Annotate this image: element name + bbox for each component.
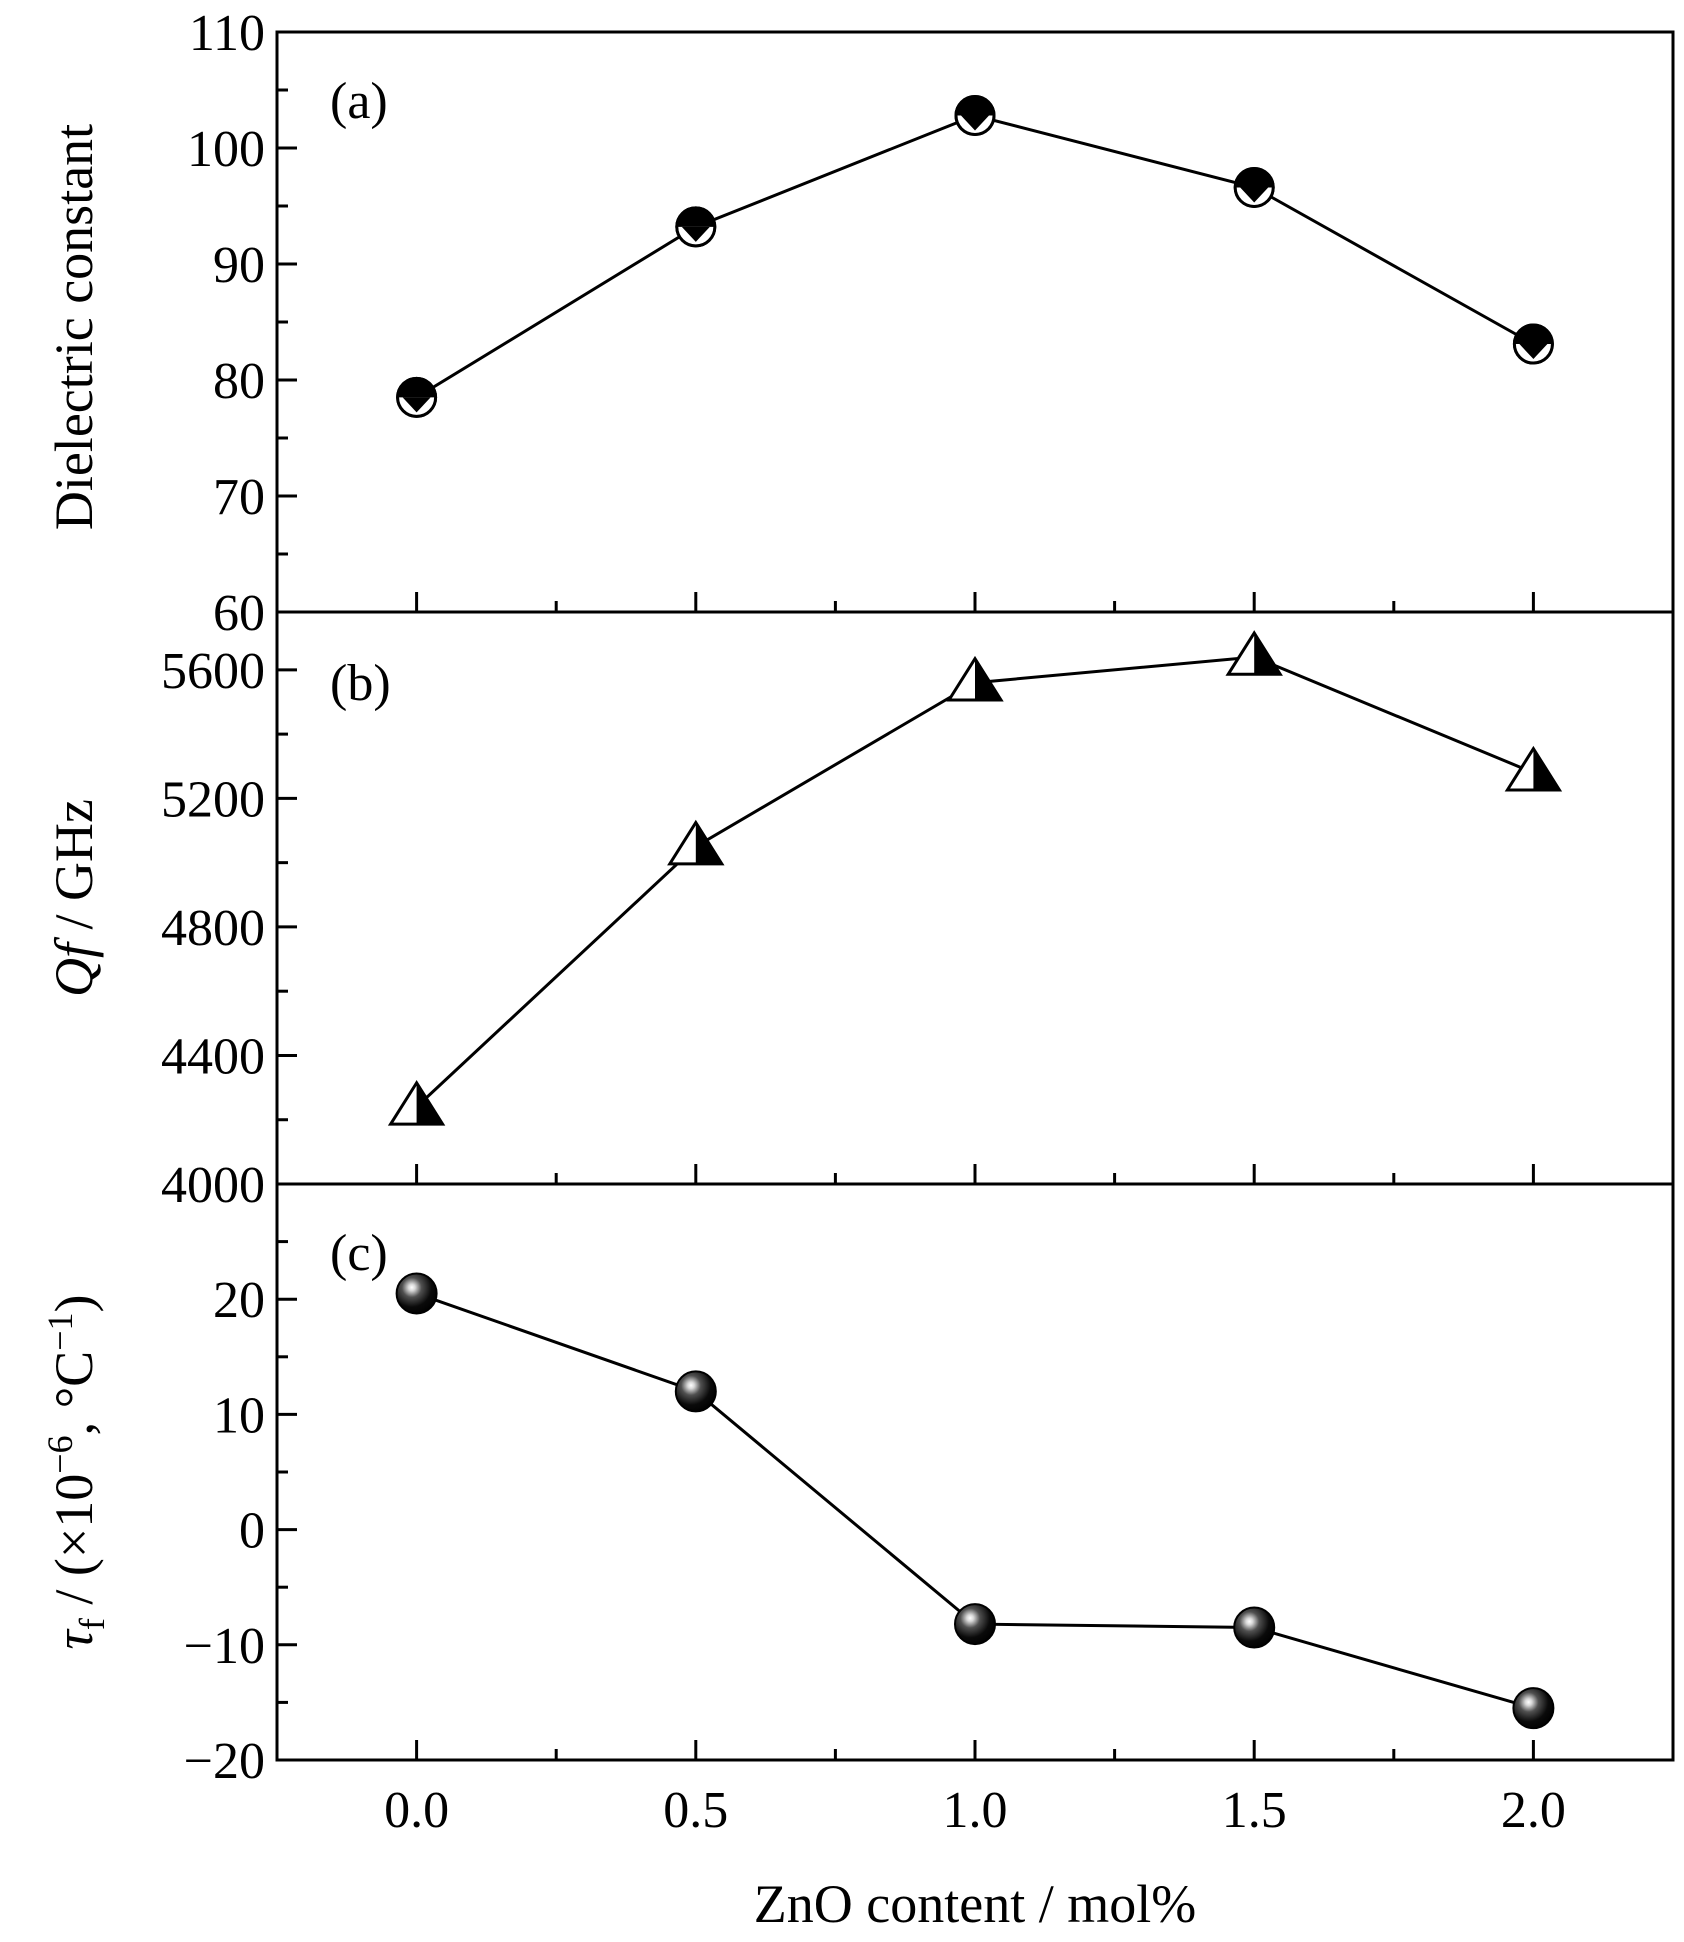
panel-c-y-tick-label: 20 <box>213 1272 265 1329</box>
panel-b-y-tick-label: 4400 <box>161 1028 265 1085</box>
panel-c-y-axis-title-subscript: f <box>72 1618 112 1630</box>
panel-b-label: (b) <box>330 655 391 712</box>
x-tick-label: 0.5 <box>663 1782 728 1839</box>
panel-a-data-point <box>396 376 438 418</box>
x-tick-label: 1.5 <box>1222 1782 1287 1839</box>
panel-a-y-tick-label: 80 <box>213 353 265 410</box>
panel-b-y-tick-label: 5200 <box>161 771 265 828</box>
panel-c-series <box>395 1272 1555 1730</box>
panel-b-y-axis-title: Qf / GHz <box>44 799 104 997</box>
panel-a-y-tick-label: 60 <box>213 585 265 642</box>
panel-c-y-tick-label: −20 <box>184 1733 265 1790</box>
panel-a-y-axis-title: Dielectric constant <box>44 124 104 530</box>
panel-c-series-line <box>416 1292 1534 1710</box>
panel-a: 60 70 80 90 100 110 (a) Dielectric constant <box>44 5 1675 642</box>
panel-a-series-line <box>415 113 1535 399</box>
panel-c-y-axis-title-exp2: −1 <box>40 1312 80 1350</box>
panel-a-y-ticks: 60 70 80 90 100 110 <box>187 5 1675 642</box>
panel-c-y-axis-title-part3: ) <box>44 1294 104 1312</box>
panel-c-y-tick-label: 10 <box>213 1387 265 1444</box>
panel-b-data-point <box>1225 630 1283 676</box>
panel-b-data-point <box>946 655 1004 702</box>
panel-c-y-axis-title-exp1: −6 <box>40 1435 80 1473</box>
x-axis: 0.0 0.5 1.0 1.5 2.0 <box>384 1782 1566 1839</box>
panel-a-data-point <box>1233 166 1275 208</box>
panel-c-data-point <box>395 1272 438 1315</box>
x-tick-label: 1.0 <box>943 1782 1008 1839</box>
panel-a-y-tick-label: 70 <box>213 469 265 526</box>
panel-c-y-tick-label: 0 <box>239 1503 265 1560</box>
panel-a-data-point <box>1512 323 1554 365</box>
panel-c-data-point <box>954 1603 996 1646</box>
panel-c: −20 −10 0 10 20 (c) τf / (×10−6, °C−1) <box>40 1182 1675 1790</box>
panel-b-y-tick-label: 5600 <box>161 643 265 700</box>
panel-b-y-tick-label: 4000 <box>161 1157 265 1214</box>
panel-c-y-axis-title: τf / (×10−6, °C−1) <box>40 1294 112 1649</box>
panel-a-label: (a) <box>330 73 388 130</box>
panel-b-y-axis-title-unit: / GHz <box>44 799 104 943</box>
panel-c-y-axis-title-part1: / (×10 <box>44 1474 104 1618</box>
panel-c-y-ticks: −20 −10 0 10 20 <box>184 1240 1675 1790</box>
panel-b-series <box>387 630 1563 1126</box>
panel-a-y-tick-label: 100 <box>187 121 265 178</box>
panel-c-y-axis-title-symbol: τ <box>44 1629 104 1650</box>
x-tick-label: 2.0 <box>1501 1782 1566 1839</box>
panel-a-y-tick-label: 110 <box>189 5 265 62</box>
panel-b-data-point <box>1504 745 1563 792</box>
panel-c-data-point <box>1512 1687 1555 1730</box>
panel-b-data-point <box>667 819 725 866</box>
x-axis-title: ZnO content / mol% <box>754 1874 1196 1934</box>
panel-b-data-point <box>387 1080 446 1126</box>
panel-a-data-point <box>954 95 996 137</box>
panel-b-y-axis-title-italic: Qf <box>44 936 104 997</box>
panel-c-y-axis-title-part2: , °C <box>44 1351 104 1436</box>
panel-b: 4000 4400 4800 5200 5600 (b) Qf / GHz <box>44 610 1675 1214</box>
panel-c-label: (c) <box>330 1225 388 1282</box>
panel-a-data-point <box>675 206 717 248</box>
panel-c-frame <box>275 1182 1675 1762</box>
panel-c-y-tick-label: −10 <box>184 1618 265 1675</box>
panel-b-y-ticks: 4000 4400 4800 5200 5600 <box>161 643 1675 1214</box>
panel-b-series-line <box>415 655 1534 1108</box>
panel-c-data-point <box>1233 1606 1276 1649</box>
panel-b-y-tick-label: 4800 <box>161 900 265 957</box>
panel-a-series <box>396 95 1554 418</box>
panel-a-y-tick-label: 90 <box>213 237 265 294</box>
panel-c-data-point <box>674 1370 717 1413</box>
x-tick-label: 0.0 <box>384 1782 449 1839</box>
